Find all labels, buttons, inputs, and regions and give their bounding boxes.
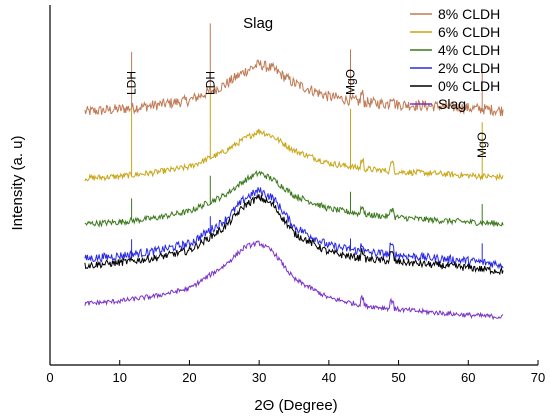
series-line-2 <box>84 170 504 228</box>
legend-label: 4% CLDH <box>438 42 500 58</box>
series-line-3 <box>84 187 504 270</box>
legend: 8% CLDH 6% CLDH 4% CLDH 2% CLDH 0% CLDH Slag <box>410 6 500 112</box>
x-axis-title: 2Θ (Degree) <box>254 397 337 414</box>
x-tick-label: 10 <box>112 370 126 385</box>
annotations: Slag LDH LDH MgO MgO <box>125 15 490 158</box>
legend-label: 2% CLDH <box>438 60 500 76</box>
plot-area <box>84 23 504 321</box>
legend-label: Slag <box>438 96 466 112</box>
legend-label: 6% CLDH <box>438 24 500 40</box>
annotation-label: MgO <box>475 132 489 158</box>
annotation-label: LDH <box>125 71 139 95</box>
x-tick-label: 70 <box>531 370 545 385</box>
x-tick-label: 40 <box>322 370 336 385</box>
x-tick-label: 20 <box>182 370 196 385</box>
x-tick-label: 0 <box>46 370 53 385</box>
legend-label: 8% CLDH <box>438 6 500 22</box>
y-axis-title: Intensity (a. u) <box>9 135 26 230</box>
x-tick-label: 30 <box>252 370 266 385</box>
x-tick-label: 60 <box>461 370 475 385</box>
legend-label: 0% CLDH <box>438 78 500 94</box>
series-line-0 <box>84 23 504 117</box>
series-line-1 <box>84 90 504 182</box>
x-tick-label: 50 <box>391 370 405 385</box>
annotation-label: Slag <box>243 15 273 32</box>
annotation-label: MgO <box>343 69 357 95</box>
annotation-label: LDH <box>203 71 217 95</box>
series-line-4 <box>84 193 504 276</box>
series-line-5 <box>84 240 504 321</box>
x-ticks: 0 10 20 30 40 50 60 70 <box>46 360 545 385</box>
